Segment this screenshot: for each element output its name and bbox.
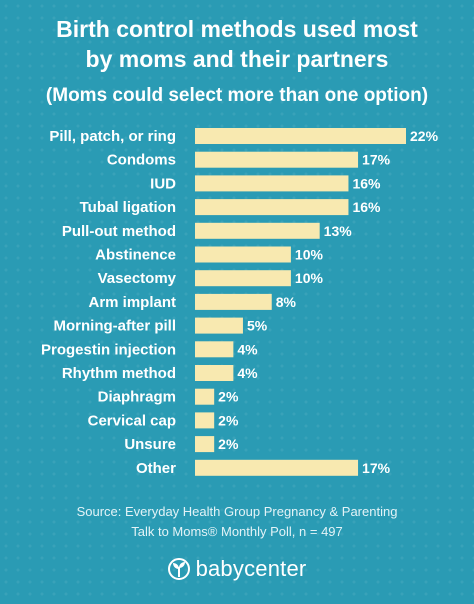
babycenter-logo: babycenter bbox=[0, 554, 474, 584]
category-label: Rhythm method bbox=[62, 365, 176, 382]
value-label: 10% bbox=[295, 247, 324, 263]
chart-title-line-2: by moms and their partners bbox=[85, 46, 389, 72]
bar bbox=[195, 151, 359, 168]
source-line-2: Talk to Moms® Monthly Poll, n = 497 bbox=[131, 524, 343, 539]
chart-title-line-1: Birth control methods used most bbox=[56, 16, 418, 42]
chart-title: Birth control methods used most by moms … bbox=[0, 14, 474, 74]
bar bbox=[195, 317, 243, 334]
value-label: 13% bbox=[324, 223, 353, 239]
category-label: Vasectomy bbox=[98, 270, 177, 287]
category-label: Cervical cap bbox=[88, 412, 176, 429]
bar bbox=[195, 365, 234, 381]
category-label: Pull-out method bbox=[62, 223, 176, 240]
value-label: 22% bbox=[410, 128, 439, 144]
category-label: Condoms bbox=[107, 152, 176, 169]
category-label: Progestin injection bbox=[41, 341, 176, 358]
bar bbox=[195, 436, 215, 453]
bar bbox=[195, 222, 320, 239]
source-line-1: Source: Everyday Health Group Pregnancy … bbox=[76, 504, 398, 519]
source-note: Source: Everyday Health Group Pregnancy … bbox=[0, 502, 474, 542]
category-label: Morning-after pill bbox=[54, 318, 177, 335]
bar bbox=[195, 341, 234, 358]
category-label: Other bbox=[136, 460, 176, 477]
logo-wordmark: babycenter bbox=[195, 556, 307, 581]
chart-subtitle: (Moms could select more than one option) bbox=[45, 85, 429, 106]
value-label: 2% bbox=[218, 389, 239, 405]
value-label: 4% bbox=[237, 341, 258, 357]
category-label: IUD bbox=[150, 175, 176, 192]
bar bbox=[195, 128, 406, 144]
sprout-icon bbox=[167, 558, 190, 580]
value-label: 8% bbox=[276, 294, 297, 310]
bar bbox=[195, 246, 291, 263]
category-label: Arm implant bbox=[88, 294, 176, 311]
bar bbox=[195, 459, 359, 476]
category-label: Unsure bbox=[124, 436, 176, 453]
bar bbox=[195, 270, 291, 287]
bar bbox=[195, 412, 215, 429]
value-label: 17% bbox=[362, 460, 391, 476]
bar bbox=[195, 175, 349, 192]
value-label: 16% bbox=[352, 199, 381, 215]
category-label: Abstinence bbox=[95, 247, 176, 264]
value-label: 16% bbox=[352, 175, 381, 191]
category-label: Diaphragm bbox=[98, 389, 176, 406]
value-label: 17% bbox=[362, 152, 391, 168]
category-label: Tubal ligation bbox=[80, 199, 176, 216]
value-label: 5% bbox=[247, 318, 268, 334]
category-label: Pill, patch, or ring bbox=[49, 128, 176, 145]
value-label: 2% bbox=[218, 436, 239, 452]
value-label: 10% bbox=[295, 270, 324, 286]
value-label: 2% bbox=[218, 412, 239, 428]
bar bbox=[195, 388, 215, 405]
bar bbox=[195, 199, 349, 216]
value-label: 4% bbox=[237, 365, 258, 381]
bar-chart: Pill, patch, or ring 22% Condoms 17% IUD 16% T… bbox=[41, 128, 439, 477]
bar bbox=[195, 293, 272, 310]
